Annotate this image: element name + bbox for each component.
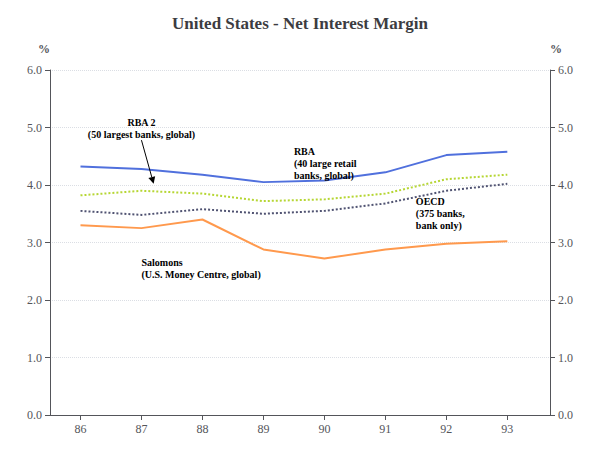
svg-text:2.0: 2.0: [27, 293, 42, 307]
svg-text:0.0: 0.0: [27, 408, 42, 422]
svg-text:United States - Net Interest M: United States - Net Interest Margin: [172, 14, 429, 33]
svg-text:Salomons: Salomons: [141, 257, 182, 268]
svg-text:%: %: [550, 42, 562, 56]
svg-text:90: 90: [318, 422, 330, 436]
svg-text:(375 banks,: (375 banks,: [416, 208, 465, 220]
svg-text:1.0: 1.0: [27, 351, 42, 365]
svg-text:%: %: [38, 42, 50, 56]
svg-text:RBA: RBA: [294, 146, 316, 157]
svg-text:1.0: 1.0: [558, 351, 573, 365]
svg-text:89: 89: [257, 422, 269, 436]
svg-text:bank only): bank only): [416, 220, 462, 232]
svg-text:87: 87: [135, 422, 147, 436]
svg-text:0.0: 0.0: [558, 408, 573, 422]
svg-text:RBA 2: RBA 2: [127, 117, 155, 128]
svg-text:88: 88: [196, 422, 208, 436]
svg-text:banks, global): banks, global): [294, 170, 354, 182]
svg-text:OECD: OECD: [416, 196, 445, 207]
svg-text:93: 93: [501, 422, 513, 436]
svg-text:86: 86: [74, 422, 86, 436]
svg-text:6.0: 6.0: [27, 63, 42, 77]
svg-text:2.0: 2.0: [558, 293, 573, 307]
svg-text:(40 large retail: (40 large retail: [294, 158, 357, 170]
svg-text:6.0: 6.0: [558, 63, 573, 77]
svg-text:5.0: 5.0: [27, 121, 42, 135]
svg-text:3.0: 3.0: [27, 236, 42, 250]
svg-text:5.0: 5.0: [558, 121, 573, 135]
svg-text:92: 92: [440, 422, 452, 436]
svg-text:3.0: 3.0: [558, 236, 573, 250]
svg-text:4.0: 4.0: [558, 178, 573, 192]
svg-text:91: 91: [379, 422, 391, 436]
svg-text:(U.S. Money Centre, global): (U.S. Money Centre, global): [141, 269, 260, 281]
svg-text:4.0: 4.0: [27, 178, 42, 192]
svg-text:(50 largest banks, global): (50 largest banks, global): [88, 129, 195, 141]
